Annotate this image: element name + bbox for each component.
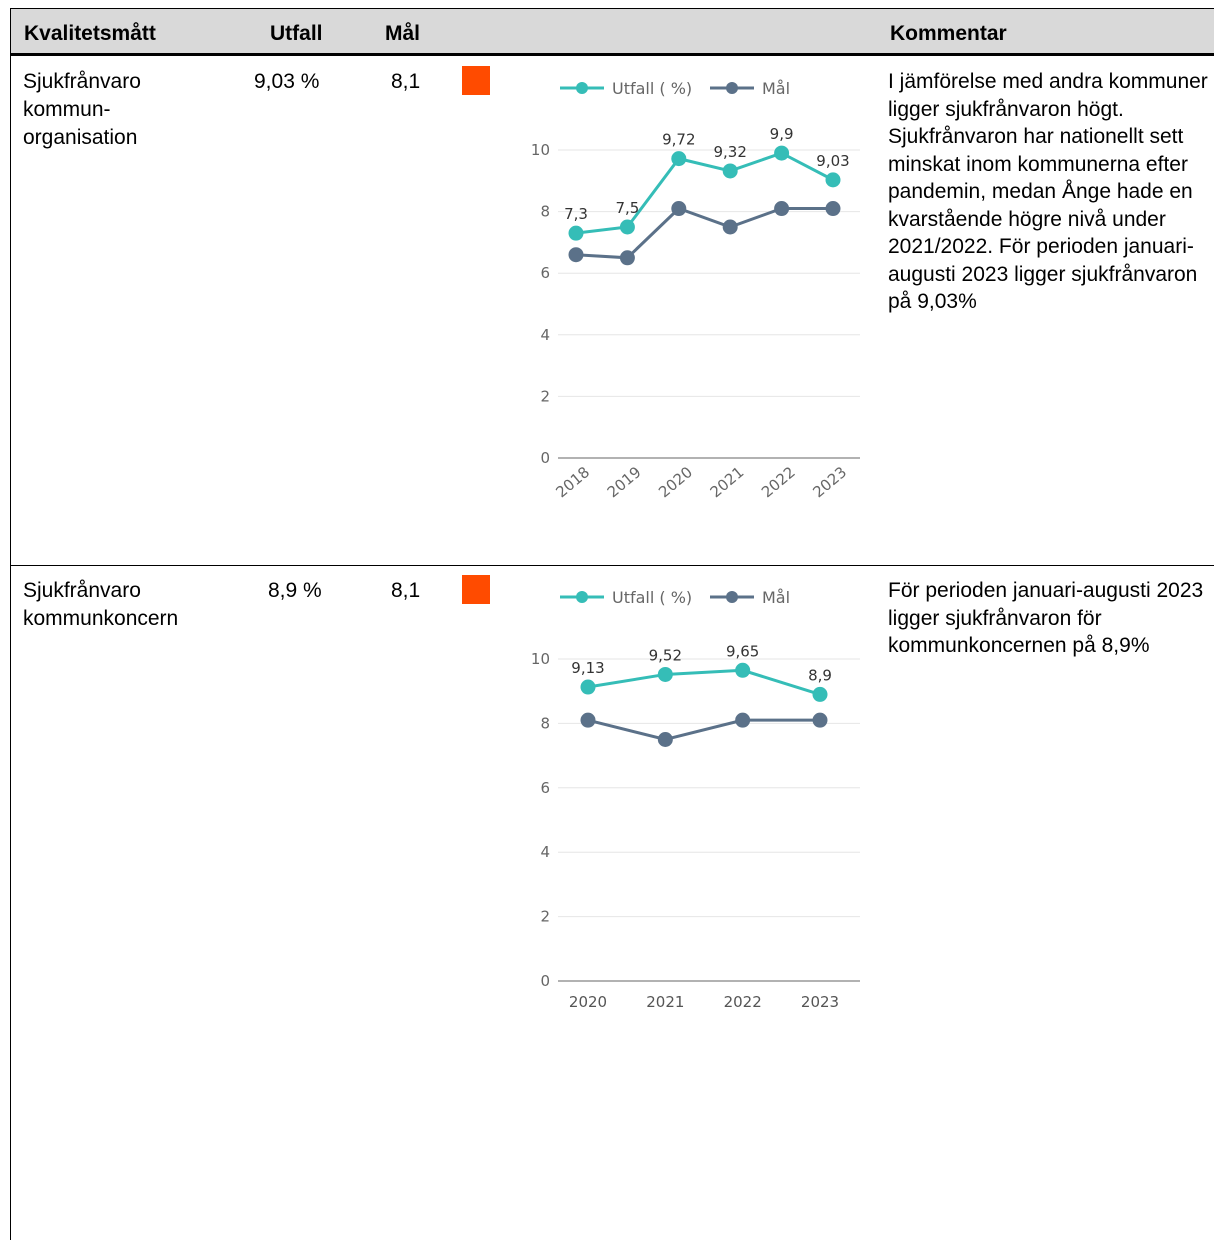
row-measure-line: Sjukfrånvaro xyxy=(23,70,141,93)
data-point xyxy=(735,712,751,728)
data-point xyxy=(568,247,584,263)
data-label: 7,5 xyxy=(615,199,639,217)
sick-leave-chart-concern: Utfall ( %) Mål 0 2 4 6 8 10 2020 2021 2022 2023 9,1… xyxy=(531,588,860,1011)
series-line xyxy=(587,668,821,696)
data-point xyxy=(657,732,673,747)
x-tick-label: 2019 xyxy=(604,463,645,501)
data-label: 8,9 xyxy=(808,666,832,684)
data-point xyxy=(619,219,635,235)
header-comment: Kommentar xyxy=(890,22,1007,45)
y-tick-label: 4 xyxy=(540,843,550,861)
data-point xyxy=(671,151,687,167)
header-target: Mål xyxy=(385,22,421,45)
data-label: 9,72 xyxy=(662,131,695,149)
data-label: 9,13 xyxy=(571,659,604,677)
legend-entry: Mål xyxy=(710,588,790,607)
data-label: 7,3 xyxy=(564,205,588,223)
y-tick-label: 8 xyxy=(540,203,550,221)
x-tick-label: 2018 xyxy=(552,463,593,501)
row-target: 8,1 xyxy=(391,579,421,602)
data-point xyxy=(619,250,635,266)
data-point xyxy=(722,163,738,179)
table-left-border xyxy=(10,8,11,1240)
y-tick-label: 6 xyxy=(540,264,550,282)
row-target: 8,1 xyxy=(391,70,421,93)
row-measure-line: Sjukfrånvaro xyxy=(23,579,141,602)
y-tick-label: 10 xyxy=(531,650,550,668)
y-tick-label: 0 xyxy=(540,449,550,467)
x-tick-label: 2022 xyxy=(724,993,762,1011)
y-tick-label: 0 xyxy=(540,972,550,990)
data-point xyxy=(774,145,790,161)
sick-leave-chart-organisation: Utfall ( %) Mål 0 2 4 6 8 10 2018 2019 2020 2021 202… xyxy=(531,79,860,501)
series-line xyxy=(587,718,820,742)
data-point xyxy=(580,712,596,728)
legend-label: Mål xyxy=(762,79,790,98)
y-tick-label: 10 xyxy=(531,141,550,159)
legend-entry: Mål xyxy=(710,79,790,98)
status-indicator xyxy=(462,66,490,95)
data-point xyxy=(774,201,790,217)
data-label: 9,52 xyxy=(649,646,682,664)
legend-marker xyxy=(576,82,588,94)
data-point xyxy=(568,225,584,241)
legend-entry: Utfall ( %) xyxy=(560,588,692,607)
x-tick-label: 2023 xyxy=(809,463,850,501)
row-comment: I jämförelse med andra kommuner ligger s… xyxy=(888,70,1208,313)
row-measure-line: kommunkoncern xyxy=(23,607,179,630)
header-measure: Kvalitetsmått xyxy=(24,22,156,45)
legend-label: Utfall ( %) xyxy=(612,79,692,98)
data-point xyxy=(825,201,841,217)
quality-table: Kvalitetsmått Utfall Mål Kommentar Sjukf… xyxy=(10,8,1214,1240)
table-header: Kvalitetsmått Utfall Mål Kommentar xyxy=(10,8,1214,56)
legend-marker xyxy=(576,591,588,603)
series-line xyxy=(575,151,834,235)
data-label: 9,65 xyxy=(726,642,759,660)
data-point xyxy=(657,666,673,682)
data-point xyxy=(825,172,841,188)
row-divider xyxy=(10,565,1214,566)
row-measure: Sjukfrånvaro kommun- organisation xyxy=(23,68,141,152)
y-tick-label: 2 xyxy=(540,387,550,405)
series-line xyxy=(575,206,833,260)
legend-marker xyxy=(726,82,738,94)
legend-marker xyxy=(726,591,738,603)
row-measure-line: kommun- xyxy=(23,98,111,121)
status-indicator xyxy=(462,575,490,604)
x-tick-label: 2020 xyxy=(655,463,696,501)
data-label: 9,9 xyxy=(770,125,794,143)
data-point xyxy=(580,679,596,695)
legend-label: Mål xyxy=(762,588,790,607)
data-point xyxy=(671,201,687,217)
header-outcome: Utfall xyxy=(270,22,323,45)
data-point xyxy=(735,662,751,678)
data-point xyxy=(812,712,828,728)
legend-entry: Utfall ( %) xyxy=(560,79,692,98)
y-tick-label: 2 xyxy=(540,908,550,926)
data-label: 9,03 xyxy=(816,152,849,170)
x-tick-label: 2023 xyxy=(801,993,839,1011)
x-tick-label: 2022 xyxy=(758,463,799,501)
row-measure-line: organisation xyxy=(23,126,138,149)
x-tick-label: 2020 xyxy=(569,993,607,1011)
row-outcome: 8,9 % xyxy=(268,579,322,602)
row-outcome: 9,03 % xyxy=(254,70,320,93)
y-tick-label: 8 xyxy=(540,714,550,732)
row-measure: Sjukfrånvaro kommunkoncern xyxy=(23,577,178,633)
x-tick-label: 2021 xyxy=(646,993,684,1011)
data-label: 9,32 xyxy=(713,143,746,161)
data-point xyxy=(812,686,828,702)
y-tick-label: 4 xyxy=(540,326,550,344)
y-tick-label: 6 xyxy=(540,779,550,797)
x-tick-label: 2021 xyxy=(707,463,748,501)
data-point xyxy=(722,219,738,235)
legend-label: Utfall ( %) xyxy=(612,588,692,607)
row-comment: För perioden januari-augusti 2023 ligger… xyxy=(888,579,1204,657)
